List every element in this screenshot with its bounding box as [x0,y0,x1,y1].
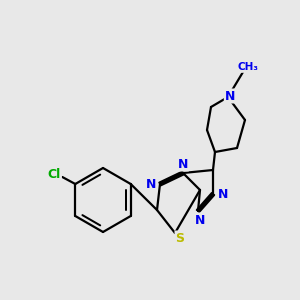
Text: N: N [225,89,235,103]
Text: N: N [195,214,205,226]
Text: N: N [178,158,188,170]
Text: CH₃: CH₃ [238,62,259,72]
Text: S: S [176,232,184,244]
Text: Cl: Cl [48,167,61,181]
Text: N: N [146,178,156,190]
Text: N: N [218,188,228,200]
